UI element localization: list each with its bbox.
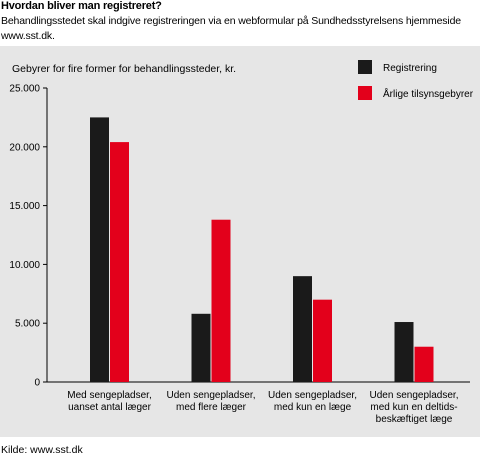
y-tick-label: 15.000	[9, 201, 40, 212]
bar-tilsynsgebyr	[414, 346, 434, 382]
legend-label: Årlige tilsynsgebyrer	[383, 87, 474, 100]
chart-legend: Registrering Årlige tilsynsgebyrer	[358, 60, 474, 100]
source-note: Kilde: www.sst.dk	[1, 444, 83, 456]
bar-tilsynsgebyr	[211, 219, 231, 382]
bar-chart: Gebyrer for fire former for behandlingss…	[9, 60, 474, 425]
x-axis-labels: Med sengepladser, uanset antal læger Uden …	[67, 390, 458, 425]
y-tick-label: 20.000	[9, 142, 40, 153]
bar-registrering	[394, 322, 414, 382]
bar-registrering	[191, 313, 211, 382]
y-tick-label: 0	[34, 378, 40, 389]
legend-label: Registrering	[383, 63, 437, 74]
bar-registrering	[90, 117, 109, 383]
page-title: Hvordan bliver man registreret?	[1, 0, 162, 12]
y-tick-label: 10.000	[9, 260, 40, 271]
legend-swatch	[358, 86, 372, 100]
x-tick-label: Uden sengepladser, med flere læger	[167, 390, 256, 413]
y-tick-label: 5.000	[15, 319, 40, 330]
x-tick-label: Med sengepladser, uanset antal læger	[67, 390, 152, 413]
chart-title: Gebyrer for fire former for behandlingss…	[12, 63, 236, 75]
bar-registrering	[293, 276, 312, 382]
page-subtitle: Behandlingsstedet skal indgive registrer…	[1, 15, 461, 42]
chart-panel: Gebyrer for fire former for behandlingss…	[0, 46, 480, 437]
legend-swatch	[358, 60, 372, 74]
x-tick-label: Uden sengepladser, med kun en læge	[268, 390, 357, 413]
bar-tilsynsgebyr	[313, 299, 332, 382]
y-tick-label: 25.000	[9, 84, 40, 95]
bars	[90, 117, 434, 383]
x-tick-label: Uden sengepladser, med kun en deltids-bes…	[370, 390, 459, 425]
bar-tilsynsgebyr	[110, 142, 129, 382]
